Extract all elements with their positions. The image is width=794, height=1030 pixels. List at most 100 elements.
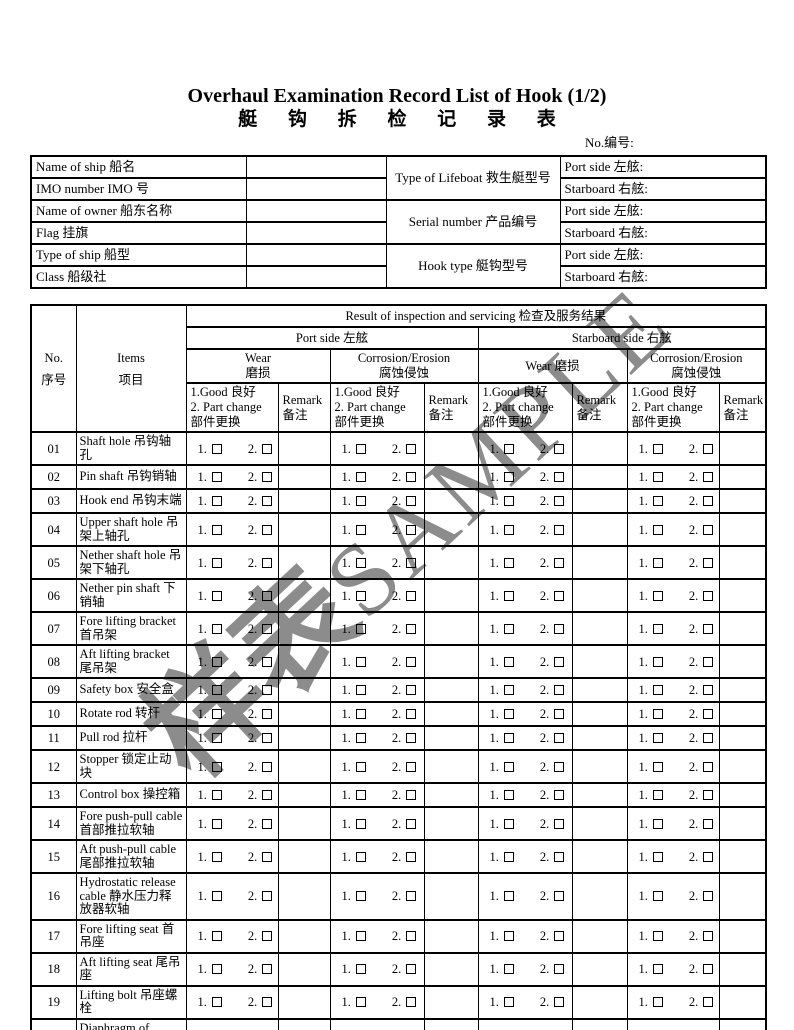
checkbox-partchange[interactable] — [703, 524, 714, 535]
checkbox-partchange[interactable] — [262, 733, 273, 743]
remark-cell[interactable] — [718, 578, 767, 613]
checkbox-partchange[interactable] — [262, 964, 273, 974]
starboard-field[interactable]: Starboard 右舷: — [559, 221, 767, 245]
checkbox-good[interactable] — [355, 931, 366, 941]
remark-cell[interactable] — [277, 782, 331, 808]
info-value-cell[interactable] — [245, 177, 387, 201]
checkbox-partchange[interactable] — [406, 891, 417, 902]
checkbox-partchange[interactable] — [262, 891, 273, 902]
checkbox-partchange[interactable] — [703, 685, 714, 695]
checkbox-good[interactable] — [211, 590, 222, 601]
checkbox-good[interactable] — [355, 851, 366, 862]
checkbox-partchange[interactable] — [406, 590, 417, 601]
remark-cell[interactable] — [718, 725, 767, 751]
remark-cell[interactable] — [718, 806, 767, 841]
checkbox-good[interactable] — [355, 964, 366, 974]
checkbox-good[interactable] — [652, 709, 663, 719]
remark-cell[interactable] — [277, 1017, 331, 1030]
checkbox-good[interactable] — [211, 964, 222, 974]
checkbox-partchange[interactable] — [554, 656, 565, 667]
checkbox-partchange[interactable] — [262, 685, 273, 695]
checkbox-partchange[interactable] — [406, 709, 417, 719]
checkbox-partchange[interactable] — [262, 818, 273, 829]
remark-cell[interactable] — [277, 951, 331, 987]
checkbox-good[interactable] — [652, 472, 663, 482]
checkbox-partchange[interactable] — [554, 496, 565, 506]
checkbox-good[interactable] — [211, 851, 222, 862]
remark-cell[interactable] — [718, 951, 767, 987]
remark-cell[interactable] — [718, 644, 767, 679]
checkbox-partchange[interactable] — [554, 818, 565, 829]
checkbox-good[interactable] — [211, 623, 222, 634]
checkbox-partchange[interactable] — [406, 931, 417, 941]
checkbox-partchange[interactable] — [406, 443, 417, 454]
port-side-field[interactable]: Port side 左舷: — [559, 243, 767, 267]
checkbox-good[interactable] — [503, 656, 514, 667]
checkbox-good[interactable] — [355, 443, 366, 454]
checkbox-good[interactable] — [652, 761, 663, 772]
info-value-cell[interactable] — [245, 199, 387, 223]
checkbox-good[interactable] — [211, 685, 222, 695]
checkbox-good[interactable] — [503, 590, 514, 601]
remark-cell[interactable] — [718, 677, 767, 703]
checkbox-good[interactable] — [652, 964, 663, 974]
checkbox-good[interactable] — [652, 590, 663, 601]
remark-cell[interactable] — [571, 677, 628, 703]
checkbox-good[interactable] — [652, 623, 663, 634]
checkbox-good[interactable] — [652, 891, 663, 902]
checkbox-partchange[interactable] — [262, 790, 273, 800]
checkbox-good[interactable] — [652, 818, 663, 829]
checkbox-partchange[interactable] — [554, 590, 565, 601]
checkbox-partchange[interactable] — [703, 656, 714, 667]
checkbox-partchange[interactable] — [703, 761, 714, 772]
checkbox-partchange[interactable] — [262, 557, 273, 568]
checkbox-partchange[interactable] — [406, 790, 417, 800]
remark-cell[interactable] — [718, 782, 767, 808]
checkbox-good[interactable] — [355, 623, 366, 634]
remark-cell[interactable] — [423, 677, 479, 703]
checkbox-partchange[interactable] — [703, 891, 714, 902]
checkbox-good[interactable] — [503, 997, 514, 1007]
checkbox-good[interactable] — [355, 790, 366, 800]
remark-cell[interactable] — [718, 488, 767, 514]
remark-cell[interactable] — [718, 749, 767, 784]
checkbox-good[interactable] — [211, 443, 222, 454]
checkbox-partchange[interactable] — [554, 790, 565, 800]
checkbox-good[interactable] — [355, 997, 366, 1007]
checkbox-partchange[interactable] — [262, 590, 273, 601]
remark-cell[interactable] — [718, 611, 767, 646]
checkbox-partchange[interactable] — [554, 997, 565, 1007]
checkbox-partchange[interactable] — [406, 997, 417, 1007]
remark-cell[interactable] — [571, 545, 628, 580]
remark-cell[interactable] — [277, 578, 331, 613]
remark-cell[interactable] — [571, 782, 628, 808]
checkbox-good[interactable] — [652, 931, 663, 941]
remark-cell[interactable] — [423, 918, 479, 954]
checkbox-good[interactable] — [211, 472, 222, 482]
remark-cell[interactable] — [277, 839, 331, 874]
remark-cell[interactable] — [571, 918, 628, 954]
checkbox-partchange[interactable] — [703, 590, 714, 601]
checkbox-good[interactable] — [503, 891, 514, 902]
remark-cell[interactable] — [423, 806, 479, 841]
remark-cell[interactable] — [718, 512, 767, 547]
remark-cell[interactable] — [718, 545, 767, 580]
checkbox-good[interactable] — [652, 733, 663, 743]
remark-cell[interactable] — [277, 611, 331, 646]
remark-cell[interactable] — [571, 749, 628, 784]
remark-cell[interactable] — [718, 464, 767, 490]
remark-cell[interactable] — [718, 1017, 767, 1030]
remark-cell[interactable] — [718, 984, 767, 1020]
checkbox-partchange[interactable] — [703, 733, 714, 743]
checkbox-partchange[interactable] — [703, 851, 714, 862]
remark-cell[interactable] — [277, 701, 331, 727]
remark-cell[interactable] — [423, 1017, 479, 1030]
checkbox-good[interactable] — [652, 656, 663, 667]
remark-cell[interactable] — [423, 984, 479, 1020]
starboard-field[interactable]: Starboard 右舷: — [559, 265, 767, 289]
remark-cell[interactable] — [423, 431, 479, 466]
checkbox-partchange[interactable] — [554, 709, 565, 719]
checkbox-partchange[interactable] — [554, 891, 565, 902]
remark-cell[interactable] — [277, 512, 331, 547]
checkbox-partchange[interactable] — [406, 524, 417, 535]
